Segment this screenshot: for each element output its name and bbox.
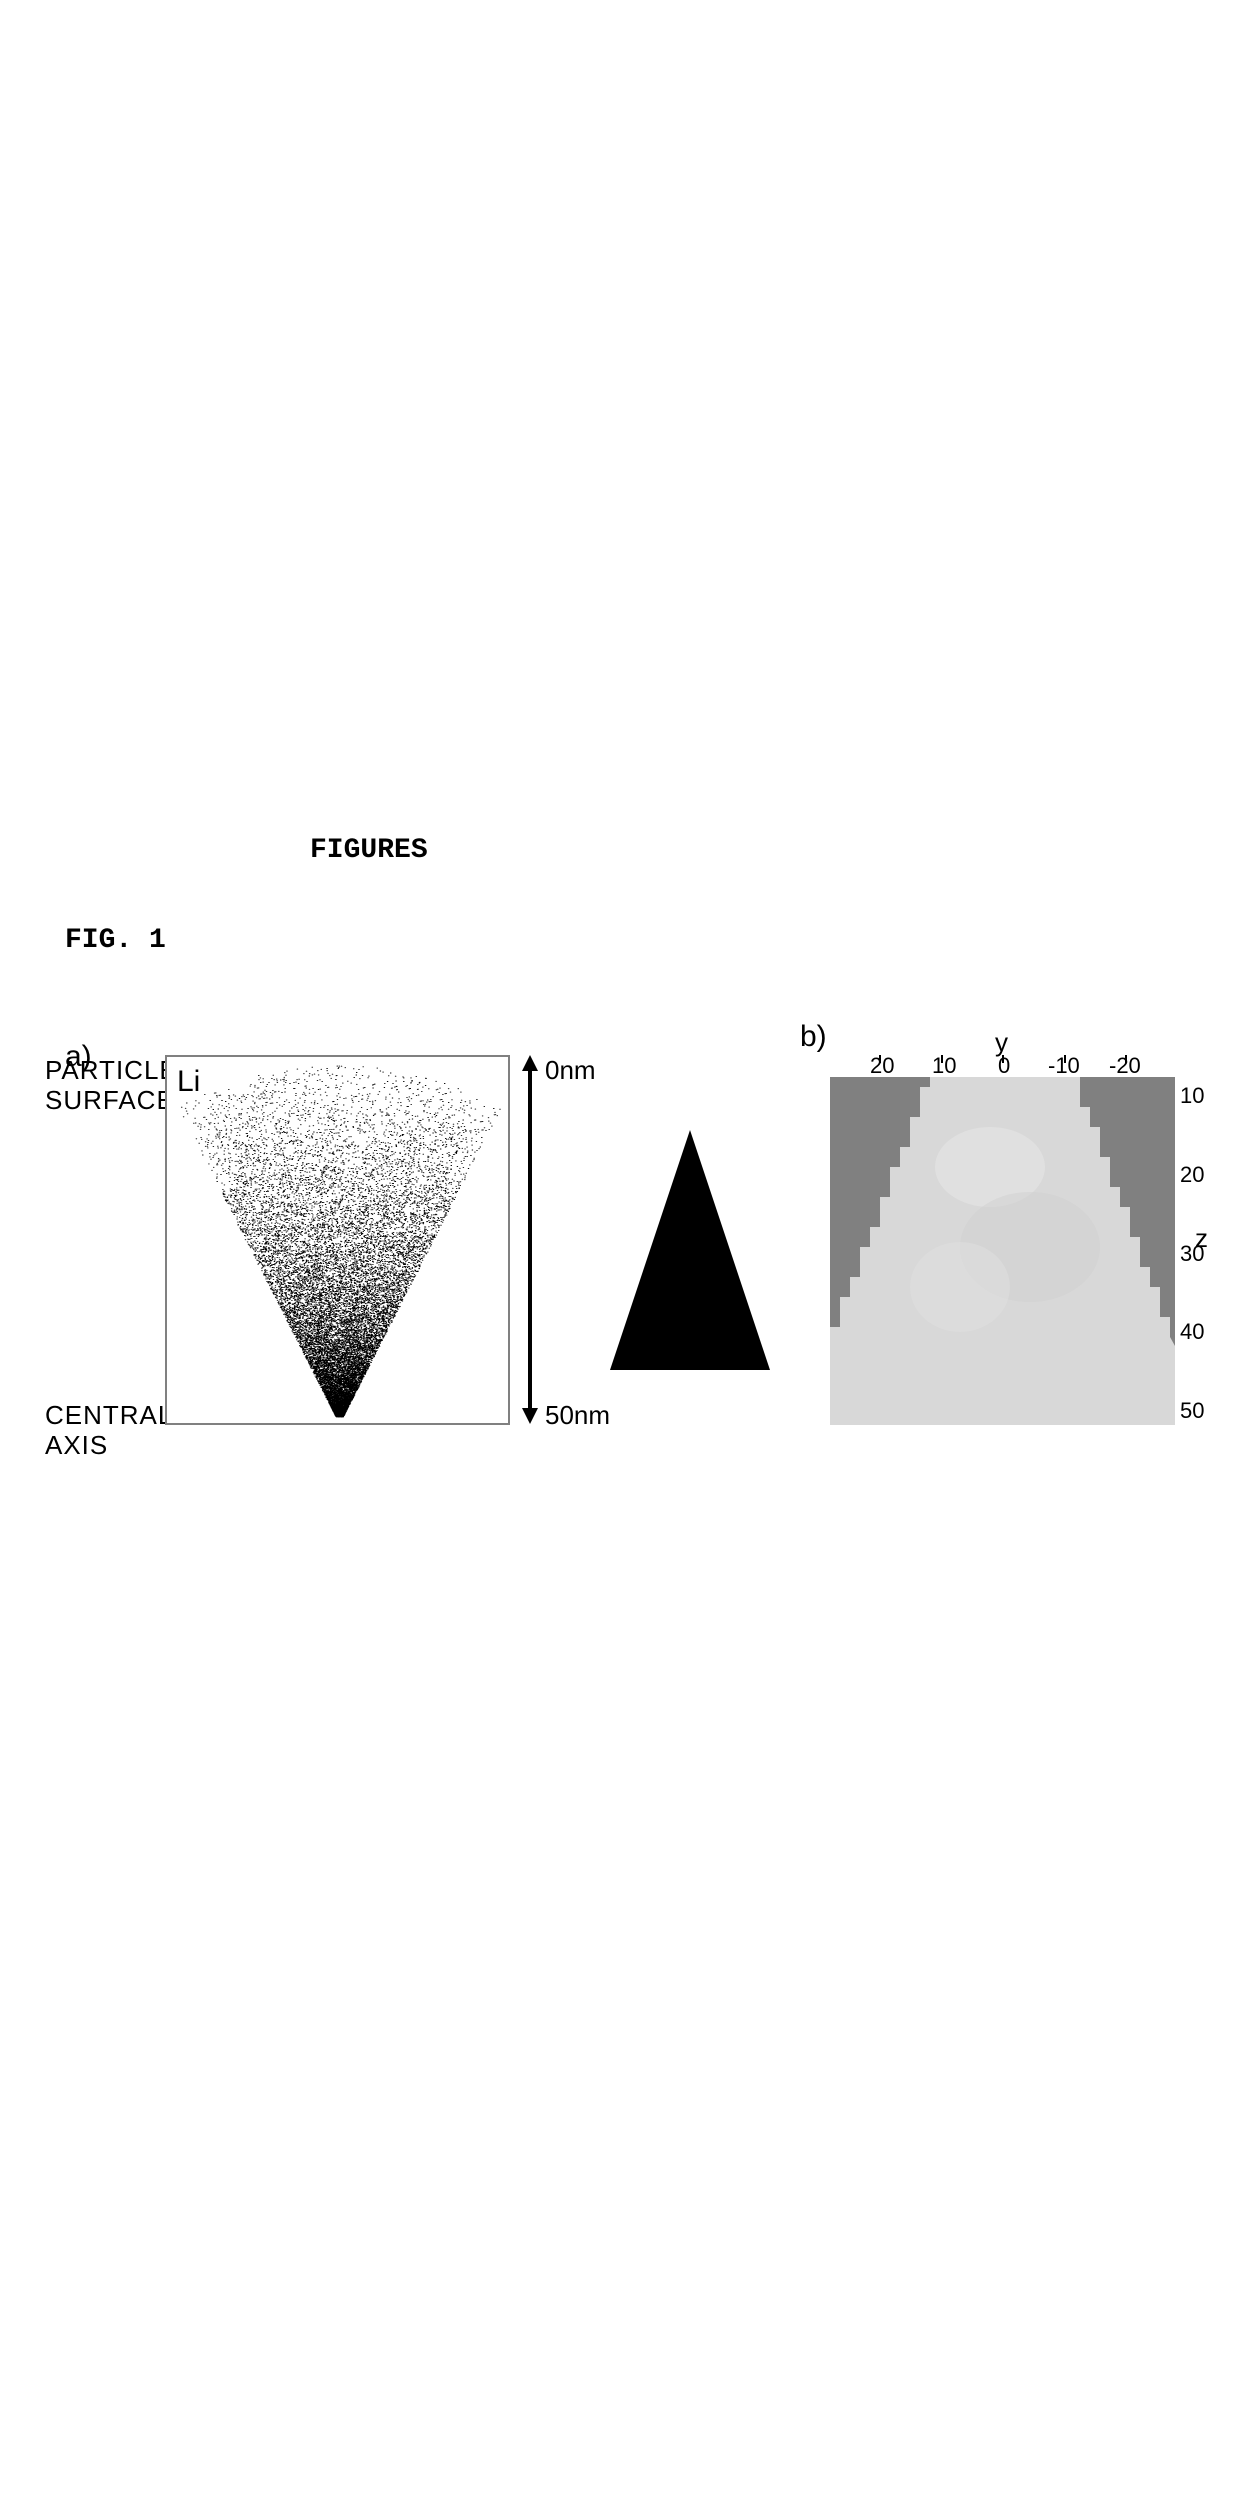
ytick-label-50: 50 (1180, 1398, 1204, 1424)
figures-heading: FIGURES (310, 835, 428, 866)
panel-b-svg (830, 1077, 1175, 1425)
xtick-label-0: 0 (998, 1053, 1010, 1079)
panel-b-image (830, 1077, 1175, 1425)
xtick-label-n20: -20 (1109, 1053, 1141, 1079)
scale-50nm: 50nm (545, 1400, 610, 1431)
li-element-label: Li (177, 1065, 200, 1099)
ytick-label-40: 40 (1180, 1319, 1204, 1345)
xtick-label-10: 10 (932, 1053, 956, 1079)
xtick-label-20: 20 (870, 1053, 894, 1079)
particle-surface-label-1: PARTICLE (45, 1055, 178, 1086)
page-root: FIGURES FIG. 1 a) PARTICLE SURFACE CENTR… (0, 0, 1240, 2506)
scale-0nm: 0nm (545, 1055, 596, 1086)
depth-arrow-line (528, 1070, 532, 1410)
arrow-head-bottom (522, 1408, 538, 1424)
xtick-label-n10: -10 (1048, 1053, 1080, 1079)
panel-a-image: Li (165, 1055, 510, 1425)
panel-b-label: b) (800, 1020, 827, 1054)
central-axis-label-1: CENTRAL (45, 1400, 173, 1431)
ytick-label-10: 10 (1180, 1083, 1204, 1109)
li-pointcloud-svg (167, 1057, 510, 1425)
panel-b-container: y 20 10 0 -10 -20 z 10 20 30 40 50 (830, 1055, 1175, 1425)
particle-surface-label-2: SURFACE (45, 1085, 175, 1116)
ytick-label-30: 30 (1180, 1241, 1204, 1267)
arrow-head-top (522, 1055, 538, 1071)
fig-1-label: FIG. 1 (65, 925, 166, 956)
solid-triangle-icon (610, 1130, 770, 1370)
central-axis-label-2: AXIS (45, 1430, 108, 1461)
ytick-label-20: 20 (1180, 1162, 1204, 1188)
